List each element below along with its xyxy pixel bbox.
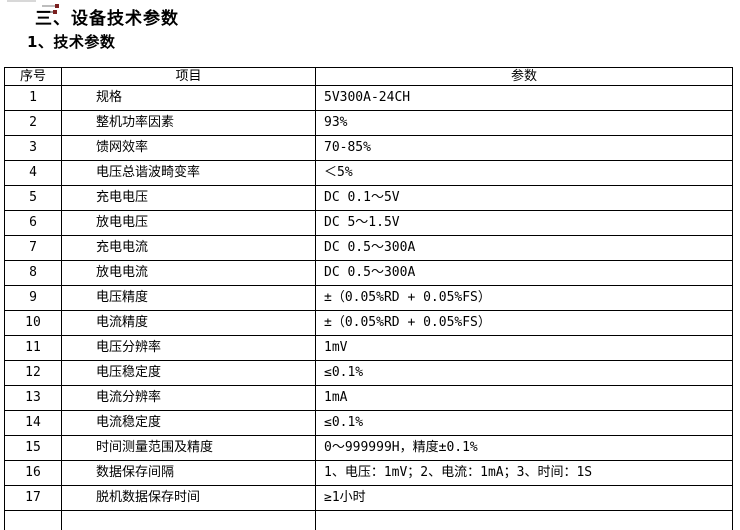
row-item <box>61 510 316 530</box>
row-item: 馈网效率 <box>61 135 316 161</box>
row-value: ≤0.1% <box>315 360 733 386</box>
table-row: 6 放电电压 DC 5～1.5V <box>4 210 733 236</box>
table-row: 16 数据保存间隔 1、电压：1mV；2、电流：1mA；3、时间：1S <box>4 460 733 486</box>
row-value: DC 0.5～300A <box>315 260 733 286</box>
row-number: 4 <box>4 160 62 186</box>
table-row: 2 整机功率因素 93% <box>4 110 733 136</box>
table-row-clipped <box>4 510 733 530</box>
row-value <box>315 510 733 530</box>
row-item: 整机功率因素 <box>61 110 316 136</box>
row-value: DC 0.5～300A <box>315 235 733 261</box>
row-item: 电压稳定度 <box>61 360 316 386</box>
row-number: 14 <box>4 410 62 436</box>
row-number: 17 <box>4 485 62 511</box>
row-value: DC 0.1～5V <box>315 185 733 211</box>
table-row: 8 放电电流 DC 0.5～300A <box>4 260 733 286</box>
row-value: 5V300A-24CH <box>315 85 733 111</box>
row-item: 放电电压 <box>61 210 316 236</box>
table-row: 4 电压总谐波畸变率 ＜5% <box>4 160 733 186</box>
table-row: 1 规格 5V300A-24CH <box>4 85 733 111</box>
row-number: 10 <box>4 310 62 336</box>
row-value: ＜5% <box>315 160 733 186</box>
row-item: 电流分辨率 <box>61 385 316 411</box>
row-number: 6 <box>4 210 62 236</box>
column-header-value: 参数 <box>315 67 733 86</box>
row-number: 5 <box>4 185 62 211</box>
screen-artifact-dash <box>38 10 57 14</box>
row-item: 放电电流 <box>61 260 316 286</box>
table-row: 12 电压稳定度 ≤0.1% <box>4 360 733 386</box>
row-number: 8 <box>4 260 62 286</box>
screen-artifact-tip <box>55 4 59 8</box>
row-value: ±（0.05%RD + 0.05%FS） <box>315 310 733 336</box>
screen-artifact-dash <box>42 4 59 8</box>
row-item: 脱机数据保存时间 <box>61 485 316 511</box>
row-item: 电流精度 <box>61 310 316 336</box>
row-item: 充电电压 <box>61 185 316 211</box>
section-subtitle: 1、技术参数 <box>27 33 116 51</box>
screen-artifact-tip <box>53 10 57 14</box>
row-number: 3 <box>4 135 62 161</box>
row-value: 1mV <box>315 335 733 361</box>
table-body: 1 规格 5V300A-24CH 2 整机功率因素 93% 3 馈网效率 70-85% 4 电压总谐… <box>4 85 733 530</box>
table-row: 3 馈网效率 70-85% <box>4 135 733 161</box>
parameters-table: 序号 项目 参数 1 规格 5V300A-24CH 2 整机功率因素 93% 3 馈网效率 70… <box>4 67 733 530</box>
row-item: 规格 <box>61 85 316 111</box>
row-value: ±（0.05%RD + 0.05%FS） <box>315 285 733 311</box>
table-header-row: 序号 项目 参数 <box>4 67 733 86</box>
table-row: 17 脱机数据保存时间 ≥1小时 <box>4 485 733 511</box>
row-number: 13 <box>4 385 62 411</box>
table-row: 5 充电电压 DC 0.1～5V <box>4 185 733 211</box>
table-row: 11 电压分辨率 1mV <box>4 335 733 361</box>
row-item: 时间测量范围及精度 <box>61 435 316 461</box>
screen-artifact-line <box>7 0 36 2</box>
row-value: 1、电压：1mV；2、电流：1mA；3、时间：1S <box>315 460 733 486</box>
table-row: 14 电流稳定度 ≤0.1% <box>4 410 733 436</box>
table-row: 15 时间测量范围及精度 0～999999H，精度±0.1% <box>4 435 733 461</box>
row-value: 0～999999H，精度±0.1% <box>315 435 733 461</box>
row-number: 7 <box>4 235 62 261</box>
row-number: 16 <box>4 460 62 486</box>
row-item: 充电电流 <box>61 235 316 261</box>
table-row: 9 电压精度 ±（0.05%RD + 0.05%FS） <box>4 285 733 311</box>
table-row: 13 电流分辨率 1mA <box>4 385 733 411</box>
table-row: 10 电流精度 ±（0.05%RD + 0.05%FS） <box>4 310 733 336</box>
row-value: 93% <box>315 110 733 136</box>
row-number: 11 <box>4 335 62 361</box>
table-row: 7 充电电流 DC 0.5～300A <box>4 235 733 261</box>
page-title: 三、设备技术参数 <box>35 9 179 29</box>
row-item: 电流稳定度 <box>61 410 316 436</box>
row-value: ≤0.1% <box>315 410 733 436</box>
column-header-item: 项目 <box>61 67 316 86</box>
row-item: 数据保存间隔 <box>61 460 316 486</box>
row-value: DC 5～1.5V <box>315 210 733 236</box>
row-number: 1 <box>4 85 62 111</box>
row-value: 1mA <box>315 385 733 411</box>
row-item: 电压精度 <box>61 285 316 311</box>
row-value: 70-85% <box>315 135 733 161</box>
row-number: 15 <box>4 435 62 461</box>
row-no <box>4 510 62 530</box>
column-header-no: 序号 <box>4 67 62 86</box>
row-value: ≥1小时 <box>315 485 733 511</box>
row-item: 电压总谐波畸变率 <box>61 160 316 186</box>
row-item: 电压分辨率 <box>61 335 316 361</box>
row-number: 12 <box>4 360 62 386</box>
row-number: 2 <box>4 110 62 136</box>
row-number: 9 <box>4 285 62 311</box>
